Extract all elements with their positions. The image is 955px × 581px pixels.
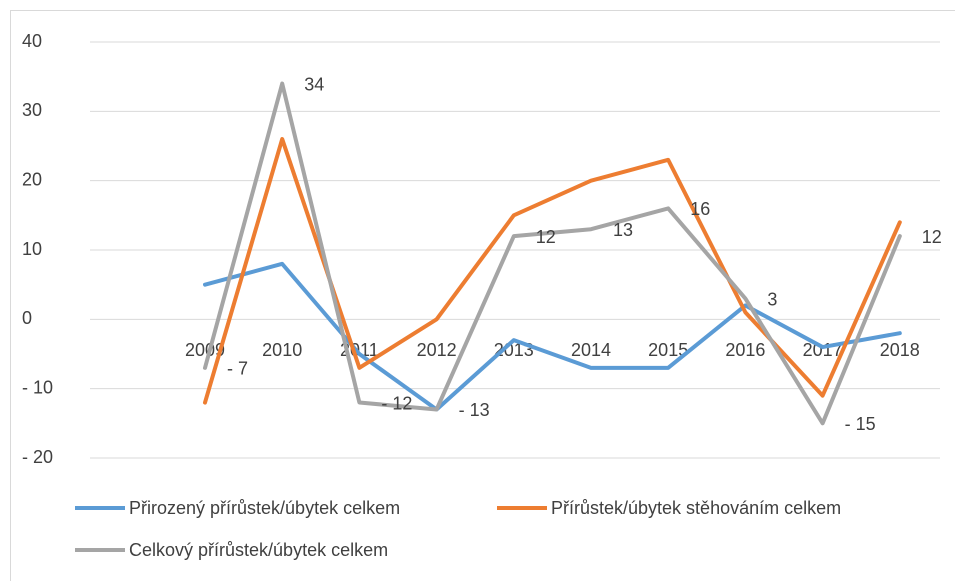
y-tick-label: - 20 <box>22 447 53 467</box>
legend-label: Celkový přírůstek/úbytek celkem <box>129 540 388 560</box>
data-label: - 7 <box>227 359 248 379</box>
data-label: - 12 <box>381 393 412 413</box>
data-label: 12 <box>536 227 556 247</box>
x-tick-label: 2009 <box>185 340 225 360</box>
x-tick-label: 2018 <box>880 340 920 360</box>
y-tick-label: - 10 <box>22 377 53 397</box>
y-tick-label: 10 <box>22 239 42 259</box>
data-label: 34 <box>304 74 324 94</box>
y-tick-label: 20 <box>22 169 42 189</box>
legend-label: Přirozený přírůstek/úbytek celkem <box>129 498 400 518</box>
data-label: - 13 <box>459 400 490 420</box>
y-tick-label: 0 <box>22 308 32 328</box>
data-label: 16 <box>690 199 710 219</box>
x-tick-label: 2012 <box>417 340 457 360</box>
data-label: - 15 <box>845 414 876 434</box>
data-label: 13 <box>613 220 633 240</box>
y-tick-label: 40 <box>22 31 42 51</box>
data-label: 12 <box>922 227 942 247</box>
data-label: 3 <box>767 289 777 309</box>
x-tick-label: 2016 <box>725 340 765 360</box>
x-tick-label: 2014 <box>571 340 611 360</box>
legend-label: Přírůstek/úbytek stěhováním celkem <box>551 498 841 518</box>
chart-border <box>10 10 955 581</box>
series-line <box>203 261 902 412</box>
x-tick-label: 2015 <box>648 340 688 360</box>
series-line <box>203 81 902 426</box>
series-line <box>203 137 902 405</box>
x-tick-label: 2010 <box>262 340 302 360</box>
y-tick-label: 30 <box>22 100 42 120</box>
